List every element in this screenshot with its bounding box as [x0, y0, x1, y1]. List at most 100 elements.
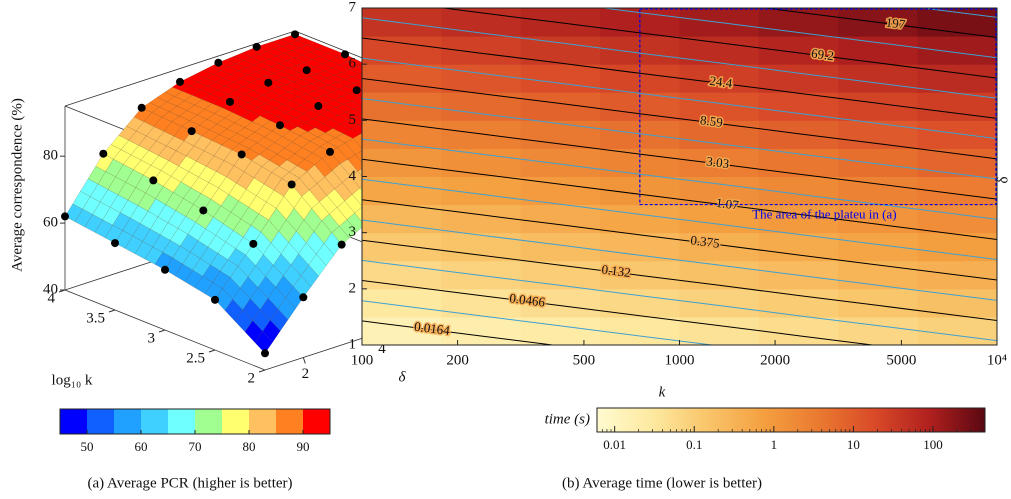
colorbar-tick-label: 0.1 [686, 437, 702, 452]
surface-patch [260, 58, 280, 67]
surface-patch [237, 254, 256, 278]
minor-contour [362, 57, 997, 140]
y-tick-label: 7 [349, 0, 357, 15]
colorbar-tick-label: 50 [81, 439, 94, 454]
surface-patch [306, 164, 325, 184]
data-point [199, 206, 208, 215]
surface-patch [232, 287, 251, 311]
surface-patch [234, 309, 253, 333]
heatmap-cell [917, 148, 997, 177]
surface-patch [104, 224, 123, 244]
heatmap-cell [679, 316, 760, 345]
surface-patch [214, 107, 233, 119]
surface-patch [254, 331, 273, 354]
surface-patch [316, 176, 335, 196]
heatmap-cell [679, 176, 760, 206]
heatmap-cell [917, 232, 997, 262]
colorbar-swatch [114, 409, 142, 434]
colorbar-swatch [222, 409, 250, 434]
surface-patch [305, 90, 325, 99]
heatmap-cell [838, 232, 919, 262]
heatmap-cell [600, 204, 681, 234]
surface-patch [288, 165, 308, 179]
surface-patch [243, 225, 262, 245]
surface-patch [308, 73, 328, 82]
y-tick [302, 357, 306, 364]
surface-patch [306, 231, 325, 255]
x-tick-label: 100 [351, 352, 374, 368]
heatmap-cell [917, 36, 997, 65]
surface-patch [107, 176, 126, 196]
y-tick-label: 2 [302, 366, 310, 382]
surface-patch [248, 142, 268, 155]
y-tick-label: 6 [349, 56, 357, 72]
caption-b: (b) Average time (lower is better) [562, 475, 762, 491]
surface-patch [273, 45, 293, 54]
heatmap-cell [758, 232, 839, 262]
surface-patch [319, 141, 339, 153]
annotation: The area of the plateu in (a) [752, 207, 896, 222]
heatmap-cell [441, 204, 522, 234]
colorbar-tick-label: 1 [771, 437, 778, 452]
heatmap-cell [679, 204, 760, 234]
surface-patch [311, 56, 331, 65]
surface-patch [171, 115, 190, 127]
colorbar-tick-label: 70 [189, 439, 202, 454]
surface-patch [333, 72, 353, 80]
surface-patch [155, 186, 174, 205]
data-point [249, 239, 258, 248]
heatmap-cell [441, 120, 522, 149]
surface-patch [204, 103, 223, 114]
surface-patch [267, 286, 286, 310]
colorbar-tick-label: 100 [923, 437, 943, 452]
heatmap-cell [362, 8, 442, 37]
x-tick-label: 4 [48, 290, 56, 306]
heatmap-cell [600, 64, 681, 93]
contour [362, 37, 997, 119]
surface-patch [213, 205, 232, 225]
contour [362, 320, 557, 345]
heatmap-cell [600, 288, 681, 318]
surface-patch [334, 133, 354, 144]
heatmap-cell [917, 316, 997, 345]
surface-patch [258, 51, 278, 60]
surface-patch [286, 207, 305, 232]
surface-patch [256, 183, 275, 203]
surface-patch [210, 187, 229, 207]
y-tick-label: 4 [349, 168, 357, 184]
colorbar [596, 407, 986, 433]
surface-patch [314, 123, 334, 134]
surface-patch [316, 46, 336, 54]
heatmap-cell [758, 64, 839, 93]
surface-patch [158, 145, 177, 161]
surface-patch [178, 155, 197, 172]
data-point [111, 239, 119, 248]
surface-patch [310, 80, 330, 89]
surface-patch [318, 77, 338, 86]
heatmap-cell [520, 288, 601, 318]
surface-patch [164, 86, 183, 97]
x-tick [158, 329, 166, 333]
surface-patch [323, 67, 343, 76]
heatmap-cell [441, 8, 522, 37]
surface-patch [293, 54, 313, 63]
heatmap-cell [917, 204, 997, 234]
surface-patch [296, 219, 315, 244]
surface-patch [170, 165, 189, 183]
annotation-box [639, 8, 997, 206]
surface-patch [324, 128, 344, 139]
heatmap-cell [441, 36, 522, 65]
surface-patch [263, 242, 282, 266]
surface-patch [292, 104, 312, 114]
data-point [302, 66, 311, 75]
colorbar-swatch [303, 409, 331, 434]
surface-patch [132, 223, 151, 242]
surface-patch [185, 204, 204, 223]
z-axis-label: Average correspondence (%) [9, 98, 25, 272]
surface-patch [244, 320, 263, 343]
data-point [352, 86, 361, 95]
x-tick-label: 2000 [760, 352, 790, 368]
data-point [337, 240, 346, 249]
contour [362, 118, 997, 200]
